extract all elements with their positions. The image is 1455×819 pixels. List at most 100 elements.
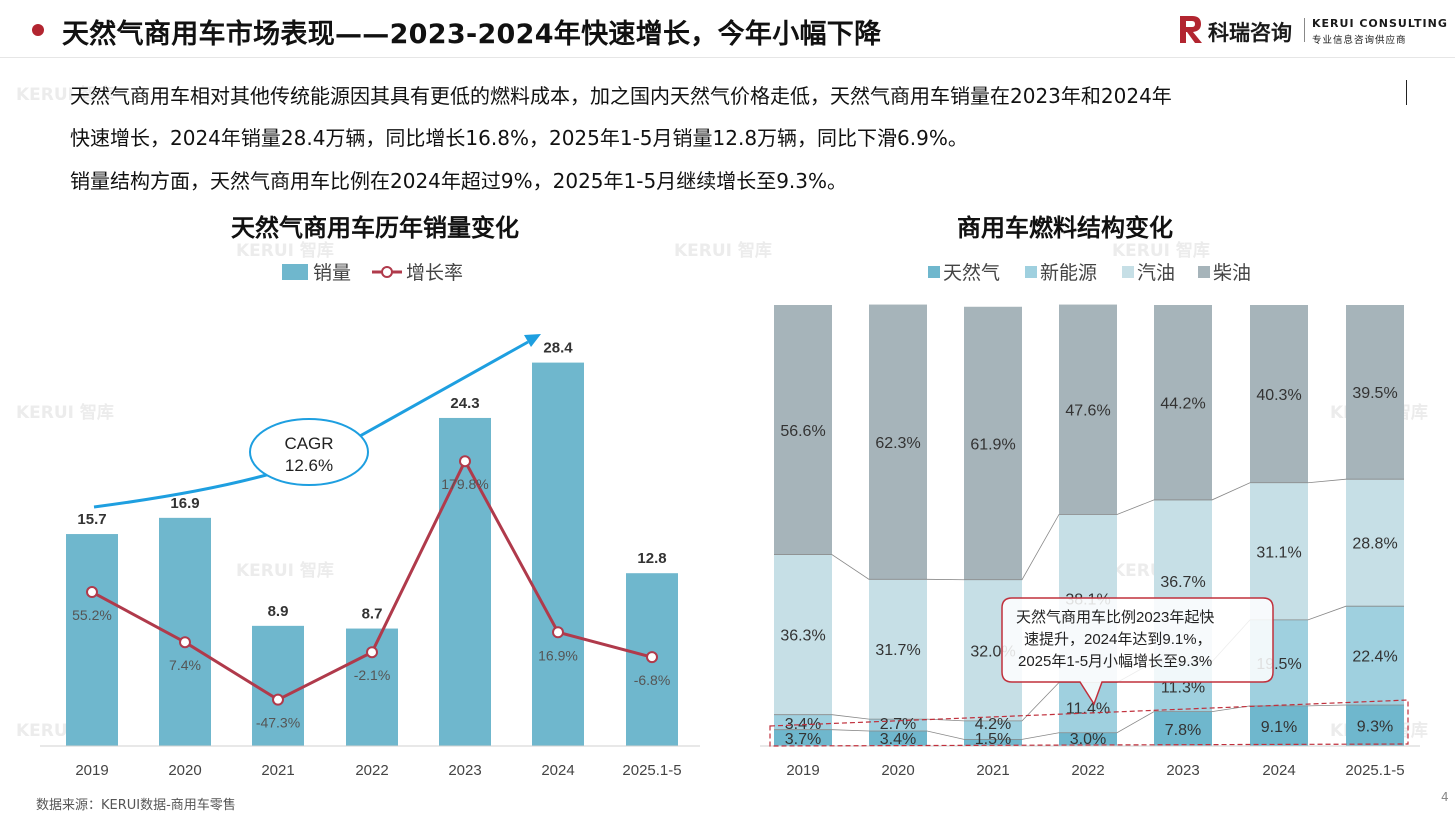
- growth-rate-point: [459, 455, 471, 468]
- fuel-share-segment: [774, 714, 832, 730]
- fuel-share-label: 47.6%: [1065, 403, 1110, 420]
- fuel-share-segment: [1346, 479, 1404, 607]
- body-text-line-3: 销量结构方面，天然气商用车比例在2024年超过9%，2025年1-5月继续增长至…: [70, 169, 848, 193]
- fuel-share-label: 44.2%: [1160, 395, 1205, 412]
- kerui-logo: 科瑞咨询 KERUI CONSULTING 专业信息咨询供应商: [1178, 12, 1447, 46]
- fuel-share-segment: [869, 719, 927, 732]
- fuel-share-segment: [869, 579, 927, 720]
- growth-rate-point: [366, 646, 378, 659]
- fuel-share-label: 3.4%: [880, 731, 916, 748]
- bullet-dot-icon: [32, 24, 44, 36]
- series-connector-line: [774, 704, 1404, 740]
- fuel-share-label: 39.5%: [1352, 385, 1397, 402]
- legend-swatch-fuel: [928, 266, 940, 278]
- fuel-share-label: 1.5%: [975, 731, 1011, 748]
- fuel-share-segment: [964, 739, 1022, 746]
- fuel-share-segment: [1250, 705, 1308, 746]
- fuel-share-segment: [964, 720, 1022, 740]
- title-bar: 天然气商用车市场表现——2023-2024年快速增长，今年小幅下降: [0, 0, 1455, 58]
- growth-rate-point: [86, 586, 98, 599]
- fuel-share-segment: [1059, 732, 1117, 746]
- x-tick-label: 2019: [786, 762, 819, 779]
- kerui-logo-icon: [1180, 16, 1202, 43]
- legend-label-fuel: 天然气: [943, 262, 1000, 284]
- growth-rate-point: [179, 636, 191, 649]
- fuel-share-segment: [869, 304, 927, 580]
- fuel-share-segment: [869, 731, 927, 746]
- x-tick-label: 2025.1-5: [1345, 762, 1404, 779]
- callout-line-1: 天然气商用车比例2023年起快: [1016, 609, 1214, 626]
- growth-rate-label: 7.4%: [169, 657, 201, 673]
- x-tick-label: 2022: [1071, 762, 1104, 779]
- watermark: KERUI 智库: [236, 241, 334, 261]
- sales-bar: [346, 628, 398, 746]
- fuel-share-segment: [774, 554, 832, 715]
- fuel-share-segment: [1154, 711, 1212, 746]
- sales-value-label: 28.4: [543, 340, 573, 357]
- right-chart-title: 商用车燃料结构变化: [957, 214, 1173, 242]
- x-tick-label: 2020: [881, 762, 914, 779]
- fuel-share-label: 31.1%: [1256, 544, 1301, 561]
- callout-bubble: [1001, 597, 1274, 706]
- fuel-share-segment: [1059, 304, 1117, 515]
- fuel-share-segment: [1346, 704, 1404, 746]
- sales-value-label: 16.9: [170, 495, 199, 512]
- x-tick-label: 2025.1-5: [622, 762, 681, 779]
- fuel-share-label: 2.7%: [880, 716, 916, 733]
- fuel-share-label: 62.3%: [875, 435, 920, 452]
- fuel-share-label: 61.9%: [970, 436, 1015, 453]
- watermark: KERUI 智库: [236, 561, 334, 581]
- fuel-share-segment: [774, 729, 832, 746]
- data-source-note: 数据来源：KERUI数据-商用车零售: [36, 798, 236, 813]
- logo-english-name: KERUI CONSULTING: [1312, 17, 1448, 30]
- text-cursor: [1406, 80, 1407, 105]
- x-tick-label: 2023: [448, 762, 481, 779]
- cagr-arrow-head-icon: [524, 334, 541, 347]
- sales-bar: [252, 625, 304, 746]
- watermark: KERUI 智库: [16, 403, 114, 423]
- growth-rate-label: 179.8%: [441, 476, 488, 492]
- x-tick-label: 2019: [75, 762, 108, 779]
- fuel-share-segment: [964, 306, 1022, 580]
- growth-rate-label: -47.3%: [256, 715, 300, 731]
- watermark: KERUI 智库: [1112, 241, 1210, 261]
- growth-rate-label: -6.8%: [634, 672, 671, 688]
- logo-chinese-name: 科瑞咨询: [1208, 21, 1292, 45]
- legend-label-growth: 增长率: [406, 262, 463, 284]
- sales-value-label: 15.7: [77, 511, 106, 528]
- cagr-value: 12.6%: [285, 456, 333, 475]
- sales-value-label: 8.9: [268, 603, 289, 620]
- page-number: 4: [1441, 790, 1449, 804]
- fuel-share-label: 7.8%: [1165, 722, 1201, 739]
- callout-line-3: 2025年1-5月小幅增长至9.3%: [1018, 653, 1212, 670]
- logo-divider: [1304, 18, 1305, 42]
- legend-swatch-fuel: [1198, 266, 1210, 278]
- cagr-title: CAGR: [284, 434, 333, 453]
- fuel-share-label: 28.8%: [1352, 536, 1397, 553]
- fuel-share-label: 36.7%: [1160, 574, 1205, 591]
- sales-bar: [66, 534, 118, 746]
- watermark: KERUI 智库: [674, 241, 772, 261]
- logo-tagline: 专业信息咨询供应商: [1312, 35, 1407, 46]
- fuel-share-label: 11.4%: [1066, 701, 1110, 718]
- x-tick-label: 2021: [976, 762, 1009, 779]
- growth-rate-point: [552, 626, 564, 639]
- body-text-line-2: 快速增长，2024年销量28.4万辆，同比增长16.8%，2025年1-5月销量…: [70, 126, 968, 150]
- x-tick-label: 2020: [168, 762, 201, 779]
- cagr-bubble: [249, 418, 369, 486]
- fuel-share-label: 3.0%: [1070, 731, 1106, 748]
- x-tick-label: 2022: [355, 762, 388, 779]
- fuel-share-label: 9.1%: [1261, 719, 1297, 736]
- fuel-share-label: 36.3%: [780, 628, 825, 645]
- fuel-share-label: 31.7%: [875, 642, 920, 659]
- fuel-share-label: 56.6%: [780, 423, 825, 440]
- fuel-share-label: 22.4%: [1352, 649, 1397, 666]
- sales-value-label: 8.7: [362, 606, 383, 623]
- x-tick-label: 2023: [1166, 762, 1199, 779]
- growth-rate-point: [646, 651, 658, 664]
- fuel-share-label: 3.7%: [785, 731, 821, 748]
- sales-value-label: 12.8: [637, 550, 666, 567]
- legend-swatch-fuel: [1122, 266, 1134, 278]
- growth-rate-label: 16.9%: [538, 647, 578, 663]
